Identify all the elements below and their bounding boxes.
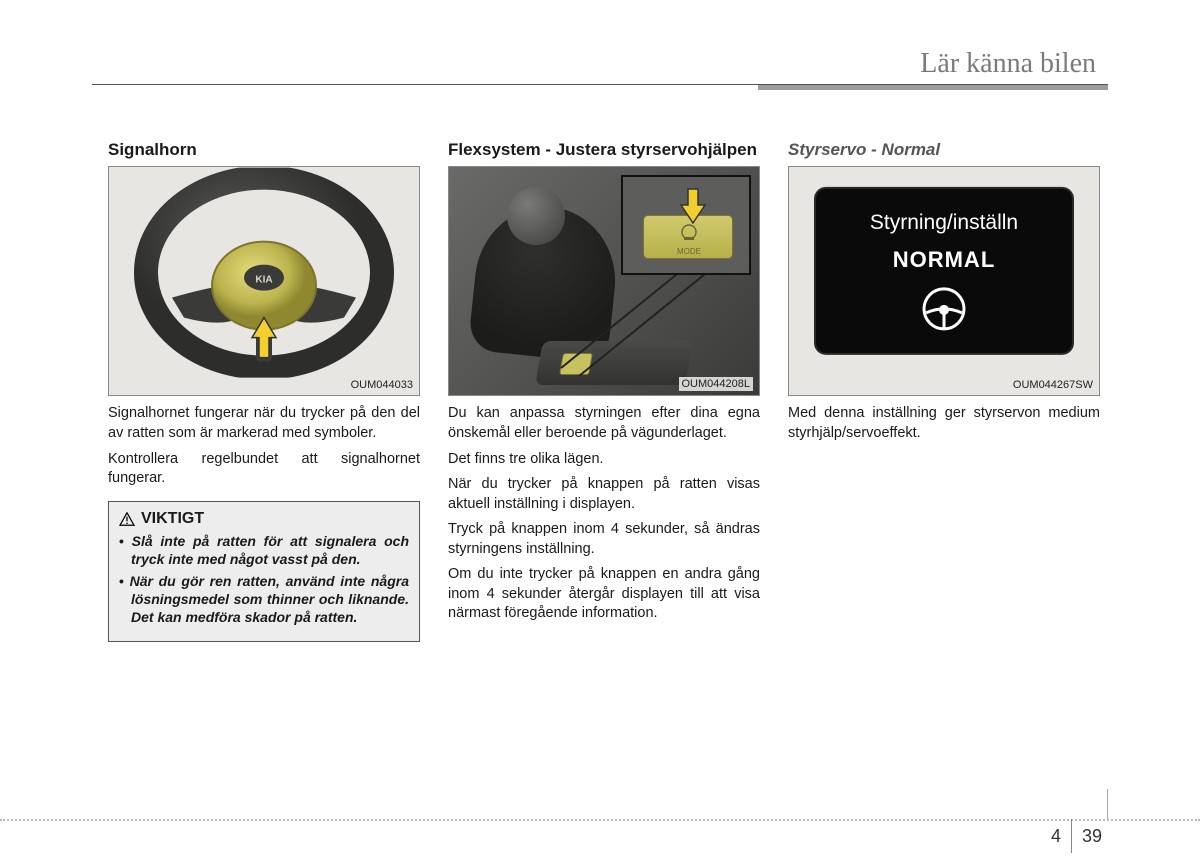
steering-wheel-icon — [920, 285, 968, 333]
display-line2: NORMAL — [816, 247, 1072, 273]
page-number: 4 39 — [1051, 819, 1102, 853]
page-chapter: 4 — [1051, 826, 1061, 847]
notice-item-2: När du gör ren ratten, använd inte några… — [119, 572, 409, 627]
notice-title: VIKTIGT — [119, 510, 409, 528]
col1-p1: Signalhornet fungerar när du trycker på … — [108, 404, 420, 443]
column-2: Flexsystem - Justera styrservohjälpen MO… — [448, 140, 760, 642]
display-line1: Styrning/inställn — [816, 211, 1072, 235]
col2-heading: Flexsystem - Justera styrservohjälpen — [448, 140, 760, 160]
down-arrow-icon — [673, 185, 713, 225]
notice-box: VIKTIGT Slå inte på ratten för att signa… — [108, 501, 420, 642]
gear-knob — [507, 187, 565, 245]
header-bar — [0, 84, 1200, 112]
figure1-code: OUM044033 — [351, 379, 413, 391]
inset-detail: MODE — [621, 175, 751, 275]
page-separator — [1071, 819, 1072, 853]
notice-item-1: Slå inte på ratten för att signalera och… — [119, 532, 409, 568]
col2-p5: Om du inte trycker på knappen en andra g… — [448, 565, 760, 624]
figure-steering-wheel: KIA OUM044033 — [108, 166, 420, 396]
col1-heading: Signalhorn — [108, 140, 420, 160]
figure3-code: OUM044267SW — [1013, 379, 1093, 391]
figure-display-normal: Styrning/inställn NORMAL OUM044267SW — [788, 166, 1100, 396]
dashboard-display: Styrning/inställn NORMAL — [814, 187, 1074, 355]
figure2-code: OUM044208L — [679, 377, 754, 391]
steering-wheel-illustration: KIA — [134, 168, 394, 378]
col2-p1: Du kan anpassa styrningen efter dina egn… — [448, 404, 760, 443]
footer-dotted-rule — [0, 819, 1200, 821]
figure-flex-system-button: MODE OUM044208L — [448, 166, 760, 396]
content-columns: Signalhorn — [108, 140, 1100, 642]
column-1: Signalhorn — [108, 140, 420, 642]
header-rule — [92, 84, 1108, 85]
col3-heading: Styrservo - Normal — [788, 140, 1100, 160]
col2-p3: När du trycker på knappen på ratten visa… — [448, 475, 760, 514]
chapter-title: Lär känna bilen — [920, 48, 1096, 80]
col3-p1: Med denna inställning ger styrservon med… — [788, 404, 1100, 443]
column-3: Styrservo - Normal Styrning/inställn NOR… — [788, 140, 1100, 642]
footer-vertical-rule — [1107, 789, 1108, 819]
notice-title-text: VIKTIGT — [141, 510, 204, 528]
col1-p2: Kontrollera regelbundet att signalhornet… — [108, 450, 420, 489]
svg-text:KIA: KIA — [255, 275, 272, 286]
page-num: 39 — [1082, 826, 1102, 847]
col2-p2: Det finns tre olika lägen. — [448, 450, 760, 470]
svg-text:MODE: MODE — [677, 247, 701, 256]
notice-list: Slå inte på ratten för att signalera och… — [119, 532, 409, 627]
col2-p4: Tryck på knappen inom 4 sekunder, så änd… — [448, 520, 760, 559]
warning-icon — [119, 512, 135, 526]
